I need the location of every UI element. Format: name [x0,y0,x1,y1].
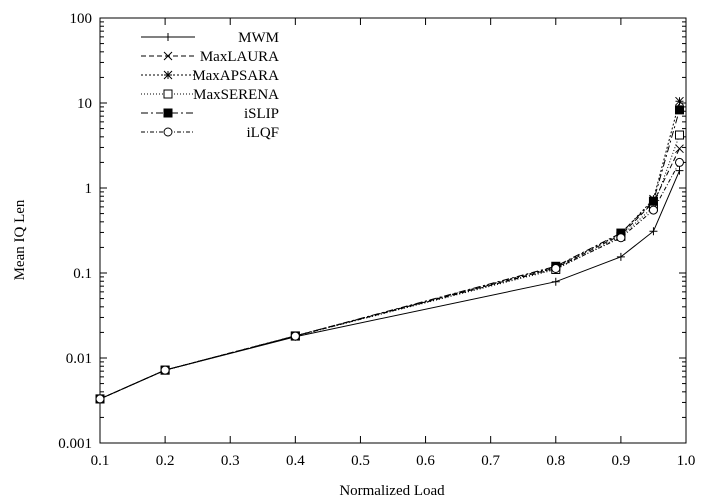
x-tick-label: 1.0 [677,453,696,469]
data-point-islip [648,196,658,206]
data-point-islip [674,105,684,115]
x-tick-label: 0.5 [351,453,370,469]
x-tick-label: 0.7 [481,453,500,469]
legend-marker-islip [163,108,173,118]
y-tick-label: 10 [77,96,92,112]
y-tick-label: 1 [85,181,93,197]
y-axis-title: Mean IQ Len [12,199,28,280]
data-point-ilqf [674,157,684,167]
data-point-mwm [616,252,625,261]
y-tick-label: 0.001 [58,436,92,452]
x-axis-title: Normalized Load [339,483,445,499]
x-tick-label: 0.2 [156,453,175,469]
legend-marker-maxserena [163,89,173,99]
x-tick-label: 0.9 [612,453,631,469]
series-line-maxapsara [99,101,680,400]
data-point-ilqf [160,365,170,375]
legend-label-maxapsara: MaxAPSARA [192,68,279,84]
data-point-ilqf [648,205,658,215]
data-point-ilqf [551,263,561,273]
legend-marker-ilqf [163,127,173,137]
series-line-maxserena [99,134,680,400]
y-tick-label: 0.01 [66,351,92,367]
legend-marker-mwm [164,33,172,41]
x-tick-label: 0.3 [221,453,240,469]
x-tick-label: 0.1 [91,453,110,469]
legend-label-maxserena: MaxSERENA [193,87,279,103]
data-point-ilqf [616,233,626,243]
x-tick-label: 0.4 [286,453,305,469]
series-line-ilqf [99,162,680,400]
data-point-ilqf [95,394,105,404]
plot-frame [99,17,687,444]
series-line-maxlaura [99,148,680,400]
data-point-maxapsara [675,96,684,106]
series-line-islip [99,109,680,400]
legend-marker-maxlaura [163,51,173,61]
data-point-mwm [551,277,560,286]
x-tick-label: 0.8 [546,453,565,469]
data-point-ilqf [290,331,300,341]
legend-label-islip: iSLIP [244,106,279,122]
data-point-mwm [649,227,658,236]
data-point-maxserena [674,130,684,140]
legend-label-mwm: MWM [238,30,279,46]
legend-label-ilqf: iLQF [246,125,279,141]
legend-label-maxlaura: MaxLAURA [200,49,279,65]
data-point-mwm [675,166,684,175]
y-tick-label: 100 [70,11,93,27]
y-tick-label: 0.1 [73,266,92,282]
data-point-maxlaura [675,144,684,154]
x-tick-label: 0.6 [416,453,435,469]
legend-marker-maxapsara [163,70,173,80]
